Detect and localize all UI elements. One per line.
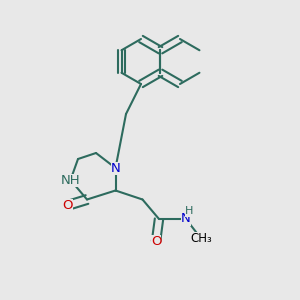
Text: CH₃: CH₃ — [190, 232, 212, 245]
Text: NH: NH — [61, 173, 80, 187]
Text: O: O — [151, 235, 161, 248]
Text: O: O — [62, 199, 73, 212]
Text: N: N — [181, 212, 191, 226]
Text: H: H — [185, 206, 193, 217]
Text: N: N — [111, 161, 120, 175]
